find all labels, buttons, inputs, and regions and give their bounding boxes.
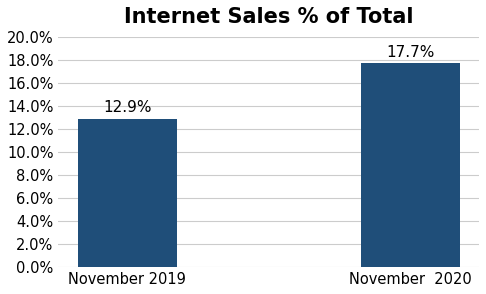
- Bar: [361, 63, 460, 267]
- Text: 17.7%: 17.7%: [386, 45, 434, 60]
- Bar: [78, 118, 177, 267]
- Title: Internet Sales % of Total: Internet Sales % of Total: [124, 7, 414, 27]
- Text: 12.9%: 12.9%: [103, 100, 151, 115]
